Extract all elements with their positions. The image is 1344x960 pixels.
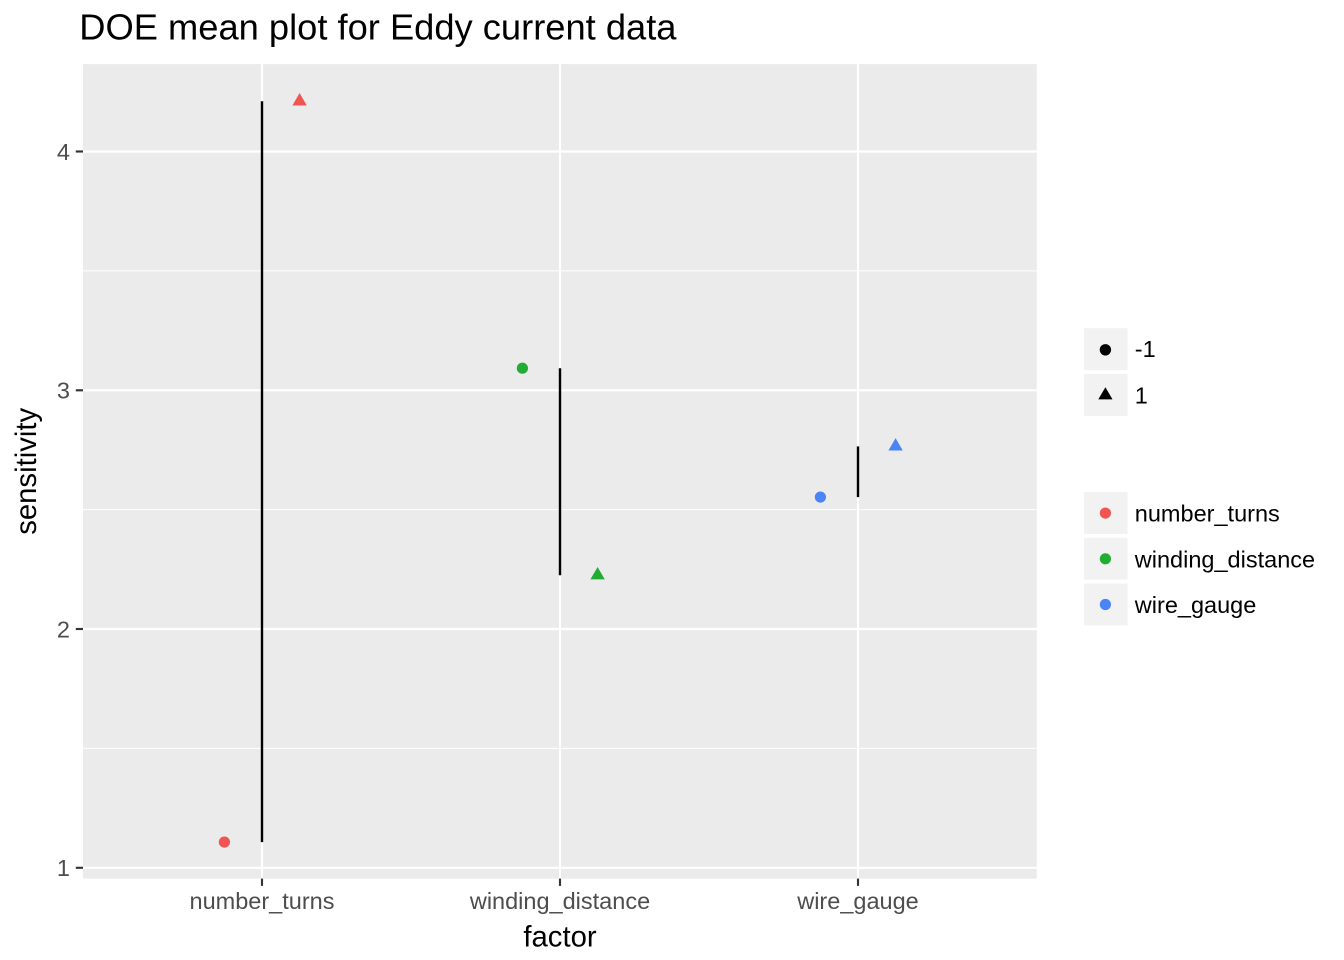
svg-text:factor: factor bbox=[523, 920, 597, 953]
svg-text:wire_gauge: wire_gauge bbox=[1134, 592, 1257, 618]
svg-text:-1: -1 bbox=[1135, 336, 1156, 362]
svg-text:winding_distance: winding_distance bbox=[1134, 546, 1315, 572]
svg-text:1: 1 bbox=[57, 855, 70, 881]
svg-text:1: 1 bbox=[1135, 382, 1148, 408]
svg-text:4: 4 bbox=[57, 139, 70, 165]
svg-text:2: 2 bbox=[57, 616, 70, 642]
svg-text:winding_distance: winding_distance bbox=[469, 888, 650, 914]
svg-text:number_turns: number_turns bbox=[1135, 501, 1280, 527]
svg-text:3: 3 bbox=[57, 378, 70, 404]
svg-text:DOE mean plot for Eddy current: DOE mean plot for Eddy current data bbox=[79, 6, 677, 47]
svg-text:sensitivity: sensitivity bbox=[10, 407, 43, 534]
svg-text:number_turns: number_turns bbox=[190, 888, 335, 914]
svg-text:wire_gauge: wire_gauge bbox=[796, 888, 919, 914]
